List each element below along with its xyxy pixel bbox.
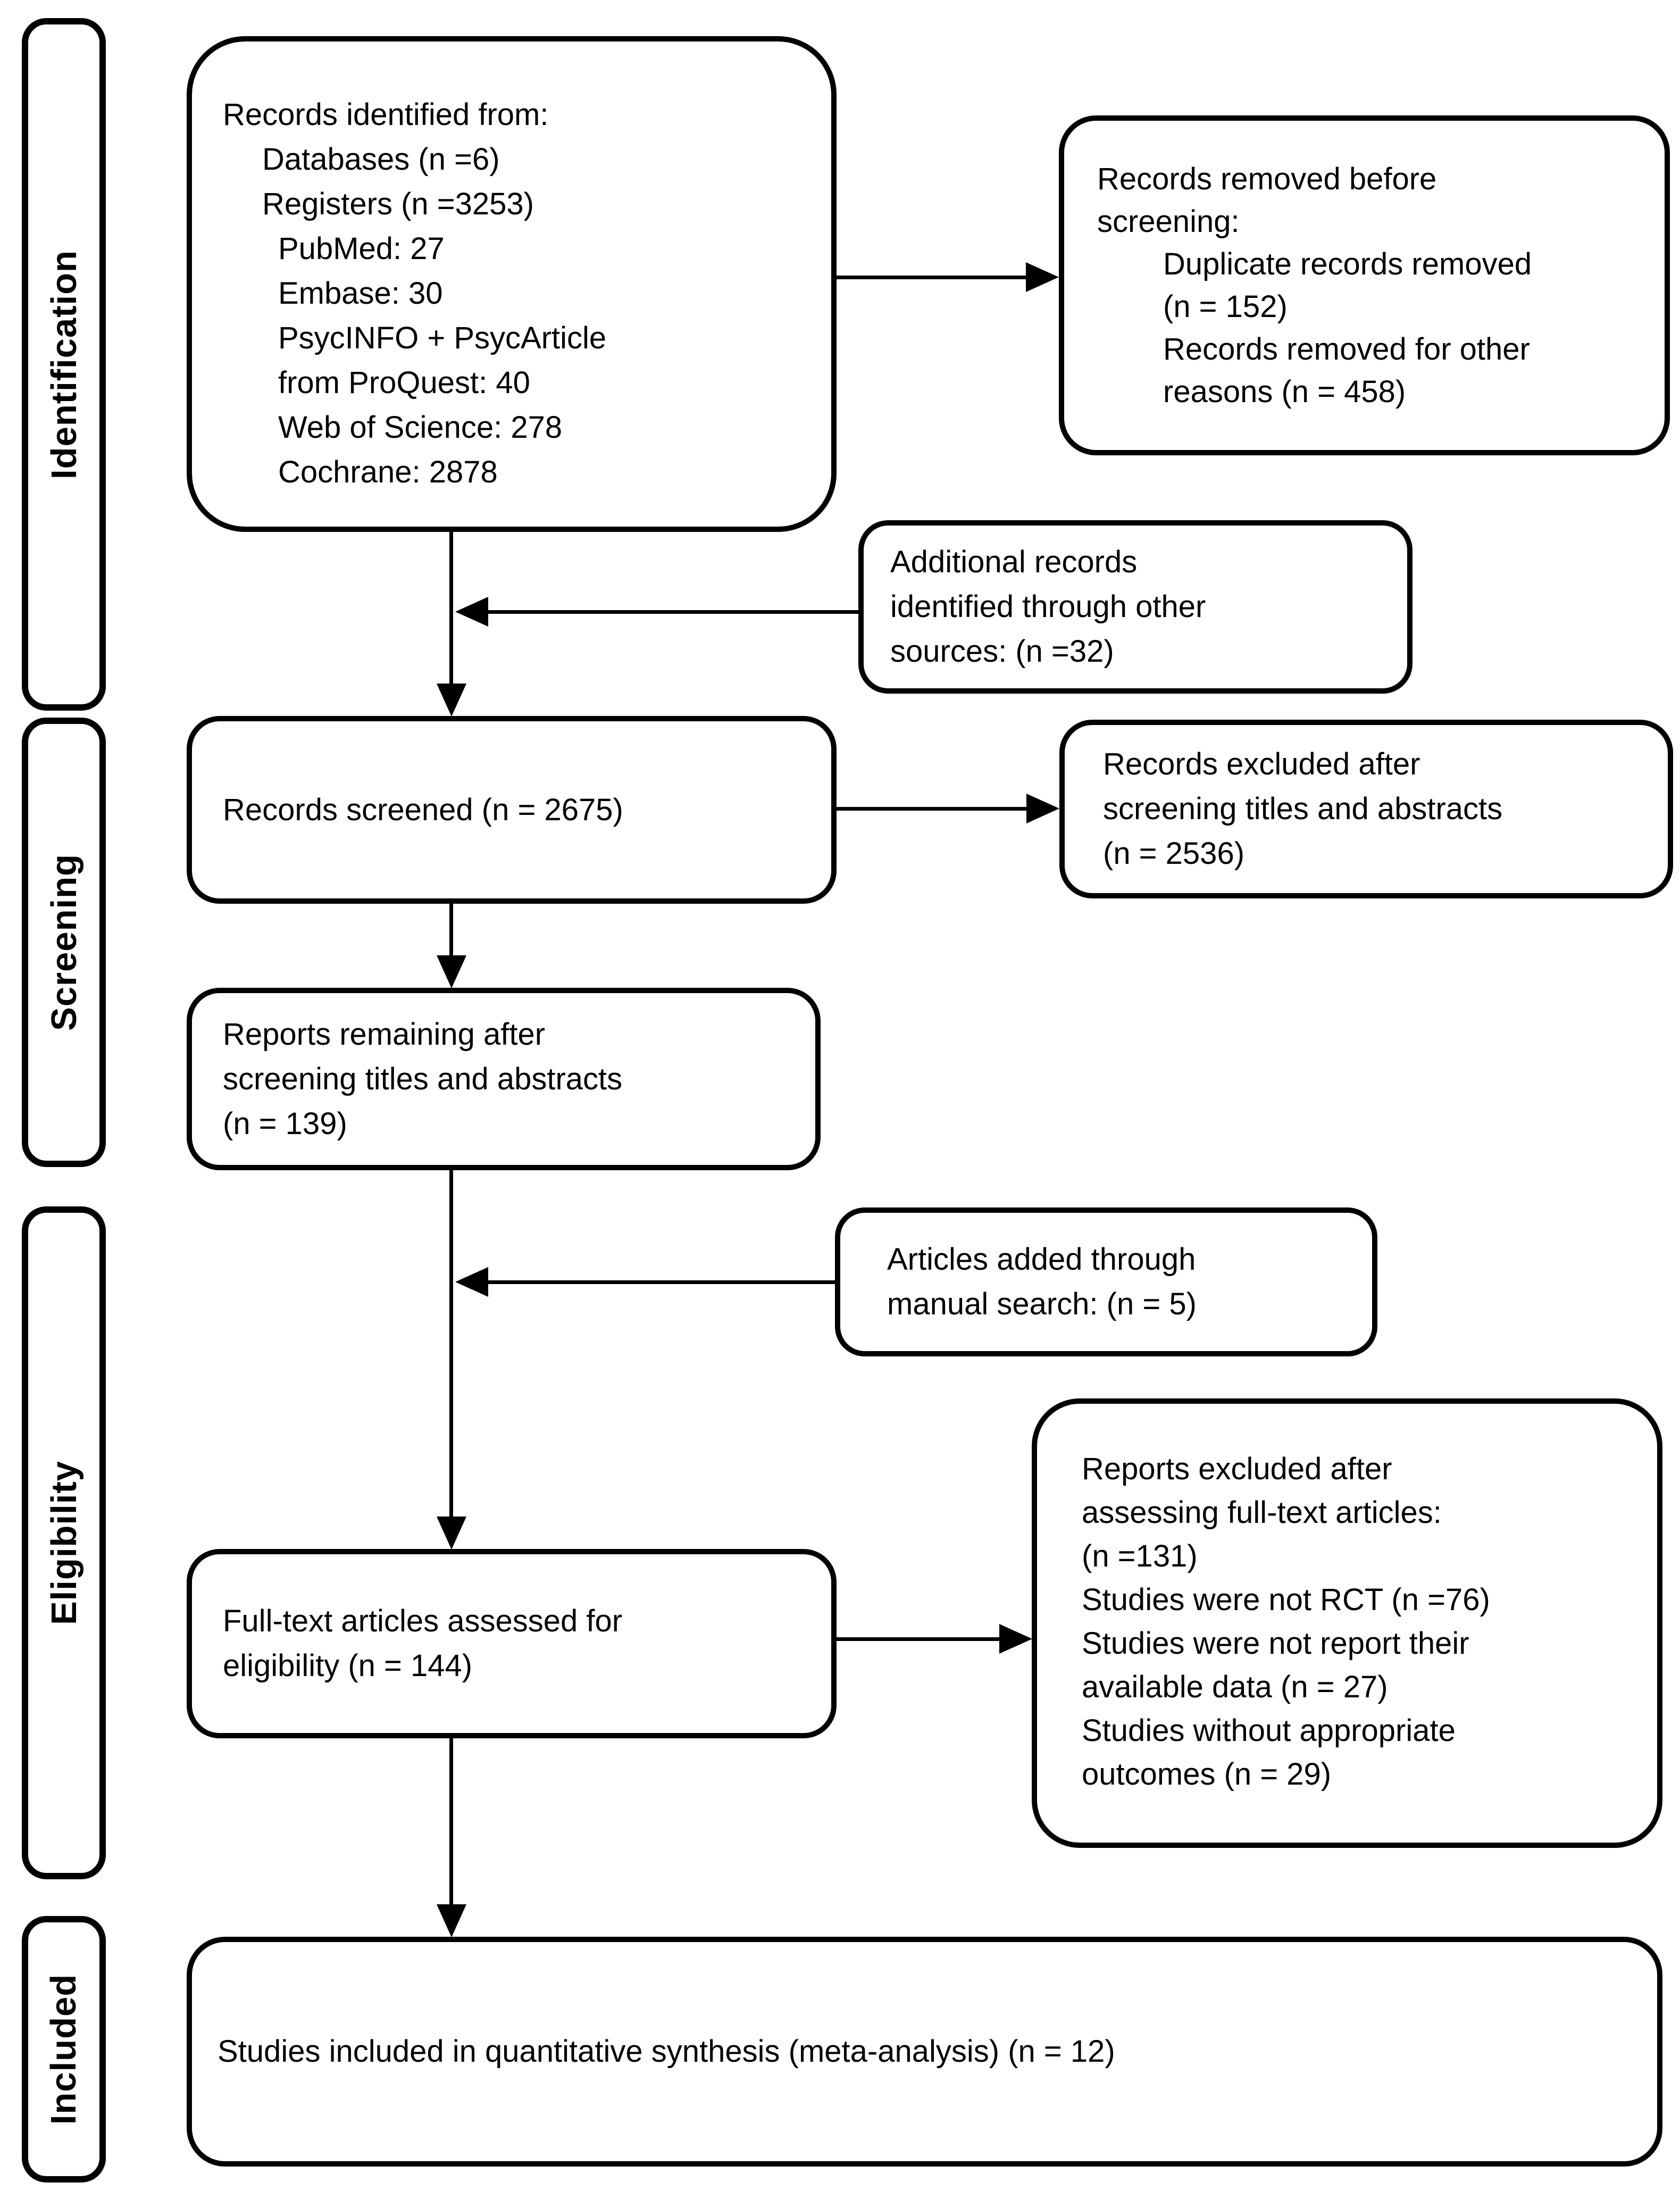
box-line: Web of Science: 278 bbox=[278, 410, 563, 445]
arrow-down-head bbox=[437, 955, 466, 988]
box-line: Records excluded after bbox=[1103, 747, 1420, 781]
stage-identification-label: Identification bbox=[44, 249, 84, 479]
box-line: PubMed: 27 bbox=[278, 231, 445, 266]
arrow-down-head bbox=[437, 1904, 466, 1937]
stage-eligibility: Eligibility bbox=[22, 1206, 106, 1879]
box-line: Full-text articles assessed for bbox=[223, 1604, 623, 1638]
box-line: eligibility (n = 144) bbox=[223, 1648, 473, 1683]
box-line: from ProQuest: 40 bbox=[278, 365, 530, 400]
arrow-right-head bbox=[1026, 262, 1059, 292]
box-line: (n = 139) bbox=[223, 1106, 347, 1141]
arrow-left-head bbox=[455, 597, 488, 627]
box-line: PsycINFO + PsycArticle bbox=[278, 321, 607, 355]
box-line: (n = 152) bbox=[1163, 289, 1288, 324]
box-line: identified through other bbox=[890, 589, 1206, 624]
arrow-fulltext-to-excluded-line bbox=[837, 1637, 1001, 1641]
box-line: (n = 2536) bbox=[1103, 836, 1245, 871]
arrow-identified-to-screened-line bbox=[449, 532, 453, 685]
records-identified-box: Records identified from: Databases (n =6… bbox=[187, 36, 837, 532]
records-excluded-box: Records excluded after screening titles … bbox=[1059, 720, 1673, 898]
reports-remaining-box: Reports remaining after screening titles… bbox=[187, 988, 821, 1170]
stage-screening-label: Screening bbox=[44, 854, 84, 1031]
arrow-down-head bbox=[437, 1517, 466, 1549]
arrow-down-head bbox=[437, 684, 466, 717]
box-line: outcomes (n = 29) bbox=[1082, 1757, 1332, 1792]
box-line: Articles added through bbox=[887, 1242, 1196, 1277]
arrow-articles-to-line bbox=[487, 1280, 835, 1284]
box-line: available data (n = 27) bbox=[1082, 1670, 1388, 1704]
box-line: Records screened (n = 2675) bbox=[223, 792, 623, 827]
box-line: Registers (n =3253) bbox=[262, 187, 534, 221]
box-line: Studies included in quantitative synthes… bbox=[218, 2034, 1115, 2069]
arrow-remaining-to-fulltext-line bbox=[449, 1170, 453, 1518]
arrow-identified-to-removed-line bbox=[837, 276, 1027, 279]
box-line: Records identified from: bbox=[223, 97, 549, 132]
box-line: Reports remaining after bbox=[223, 1017, 546, 1052]
box-line: Cochrane: 2878 bbox=[278, 455, 498, 489]
box-line: Records removed before bbox=[1097, 162, 1437, 196]
stage-included-label: Included bbox=[44, 1973, 84, 2125]
additional-records-box: Additional records identified through ot… bbox=[858, 520, 1412, 694]
box-line: screening: bbox=[1097, 204, 1240, 239]
full-text-assessed-box: Full-text articles assessed for eligibil… bbox=[187, 1549, 837, 1738]
box-line: reasons (n = 458) bbox=[1163, 374, 1406, 409]
arrow-fulltext-to-included-line bbox=[449, 1738, 453, 1906]
box-line: Embase: 30 bbox=[278, 276, 443, 311]
arrow-left-head bbox=[455, 1267, 488, 1297]
arrow-right-head bbox=[999, 1624, 1032, 1654]
reports-excluded-box: Reports excluded after assessing full-te… bbox=[1032, 1398, 1662, 1848]
arrow-screened-to-remaining-line bbox=[449, 904, 453, 957]
box-line: Reports excluded after bbox=[1082, 1452, 1392, 1486]
box-line: Databases (n =6) bbox=[262, 142, 500, 177]
arrow-additional-to-line bbox=[487, 610, 858, 614]
stage-identification: Identification bbox=[22, 18, 106, 711]
box-line: Studies were not report their bbox=[1082, 1626, 1469, 1661]
articles-added-box: Articles added through manual search: (n… bbox=[835, 1207, 1377, 1356]
records-screened-box: Records screened (n = 2675) bbox=[187, 716, 837, 904]
box-line: Studies were not RCT (n =76) bbox=[1082, 1582, 1490, 1617]
box-line: Studies without appropriate bbox=[1082, 1713, 1456, 1748]
box-line: (n =131) bbox=[1082, 1539, 1198, 1573]
box-line: screening titles and abstracts bbox=[223, 1061, 623, 1096]
box-line: Additional records bbox=[890, 545, 1138, 579]
box-line: assessing full-text articles: bbox=[1082, 1495, 1442, 1530]
box-line: Duplicate records removed bbox=[1163, 247, 1532, 281]
box-line: screening titles and abstracts bbox=[1103, 792, 1503, 826]
arrow-screened-to-excluded-line bbox=[837, 807, 1028, 811]
stage-screening: Screening bbox=[22, 718, 106, 1167]
box-line: sources: (n =32) bbox=[890, 634, 1114, 669]
studies-included-box: Studies included in quantitative synthes… bbox=[187, 1937, 1662, 2167]
stage-eligibility-label: Eligibility bbox=[44, 1461, 84, 1625]
stage-included: Included bbox=[22, 1916, 106, 2182]
box-line: manual search: (n = 5) bbox=[887, 1287, 1197, 1321]
records-removed-box: Records removed before screening: Duplic… bbox=[1059, 115, 1670, 455]
arrow-right-head bbox=[1026, 794, 1059, 823]
box-line: Records removed for other bbox=[1163, 332, 1530, 366]
